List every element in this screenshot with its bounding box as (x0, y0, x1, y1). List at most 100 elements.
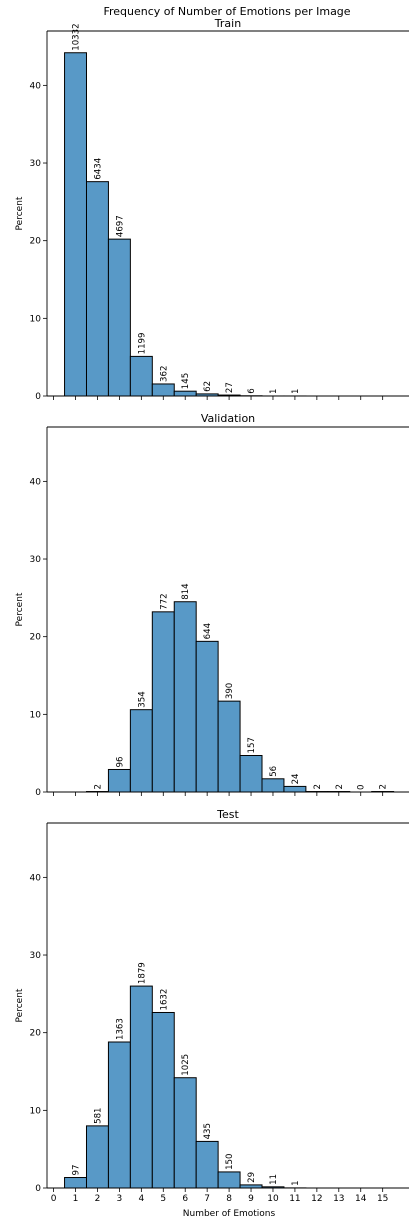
bar (151, 383, 175, 397)
bar (217, 700, 241, 793)
x-tick-label: 8 (226, 1194, 232, 1204)
bar (85, 1125, 109, 1189)
x-tick-label: 9 (248, 1194, 254, 1204)
bar (173, 601, 197, 793)
bar-value-label: 10332 (72, 23, 82, 50)
bar-value-label: 2 (379, 784, 389, 789)
y-tick-label: 10 (30, 710, 42, 720)
x-tick-label: 3 (117, 1194, 123, 1204)
bar (239, 1184, 263, 1189)
x-axis-label: Number of Emotions (183, 1209, 276, 1219)
y-tick-label: 20 (30, 237, 42, 247)
bar (283, 785, 307, 793)
chart-title: Train (214, 17, 241, 30)
bar-value-label: 1199 (137, 333, 147, 355)
bar-value-label: 56 (269, 766, 279, 777)
bar (261, 778, 285, 793)
x-tick-label: 15 (377, 1194, 388, 1204)
y-tick-label: 10 (30, 1106, 42, 1116)
bar (151, 1011, 175, 1189)
bar-value-label: 157 (247, 737, 257, 753)
bar (129, 985, 153, 1189)
bar-value-label: 6434 (93, 158, 103, 180)
y-tick-label: 0 (35, 392, 41, 402)
y-tick-label: 30 (30, 159, 42, 169)
y-axis-label: Percent (15, 196, 25, 230)
bar (173, 1077, 197, 1189)
bar-value-label: 644 (203, 623, 213, 639)
y-tick-label: 10 (30, 314, 42, 324)
y-axis-label: Percent (15, 988, 25, 1022)
bar (64, 52, 87, 397)
y-tick-label: 40 (30, 81, 42, 91)
bar (151, 611, 175, 793)
y-tick-label: 20 (30, 633, 42, 643)
bar (64, 1177, 87, 1189)
x-tick-label: 11 (289, 1194, 300, 1204)
x-tick-label: 0 (51, 1194, 57, 1204)
bar-value-label: 1 (291, 1180, 301, 1185)
bar-value-label: 150 (225, 1154, 235, 1170)
bar-value-label: 1879 (137, 962, 147, 984)
x-tick-label: 13 (333, 1194, 344, 1204)
bar-value-label: 1 (291, 389, 301, 394)
x-tick-label: 4 (138, 1194, 144, 1204)
bar-value-label: 435 (203, 1123, 213, 1139)
x-tick-label: 1 (73, 1194, 79, 1204)
chart-title: Test (216, 808, 239, 821)
bar-value-label: 354 (137, 691, 147, 707)
bar-value-label: 96 (115, 757, 125, 768)
bar-value-label: 24 (291, 773, 301, 784)
x-tick-label: 7 (204, 1194, 210, 1204)
bar (239, 755, 263, 793)
bar-value-label: 362 (159, 366, 169, 382)
bar-value-label: 29 (247, 1172, 257, 1183)
bar (107, 1041, 131, 1189)
bar-value-label: 6 (247, 388, 257, 393)
bar-value-label: 2 (313, 784, 323, 789)
bar (107, 238, 131, 397)
bar-value-label: 772 (159, 593, 169, 609)
bar-value-label: 814 (181, 583, 191, 599)
bar (217, 1171, 241, 1189)
bar (195, 640, 219, 793)
y-axis-label: Percent (15, 592, 25, 626)
bar (129, 355, 153, 397)
bar-value-label: 27 (225, 382, 235, 393)
x-tick-label: 10 (267, 1194, 279, 1204)
bar (173, 390, 197, 397)
figure-suptitle: Frequency of Number of Emotions per Imag… (103, 5, 350, 18)
bar-value-label: 4697 (115, 215, 125, 237)
y-tick-label: 20 (30, 1029, 42, 1039)
bar-value-label: 145 (181, 373, 191, 389)
bar-value-label: 1 (269, 389, 279, 394)
bar-value-label: 0 (357, 785, 367, 790)
bar-value-label: 390 (225, 683, 235, 699)
y-tick-label: 40 (30, 873, 42, 883)
bar (129, 709, 153, 793)
x-tick-label: 5 (160, 1194, 166, 1204)
bar-value-label: 2 (335, 784, 345, 789)
y-tick-label: 40 (30, 477, 42, 487)
y-tick-label: 30 (30, 951, 42, 961)
bar (107, 768, 131, 793)
y-tick-label: 30 (30, 555, 42, 565)
bar-value-label: 1632 (159, 989, 169, 1011)
y-tick-label: 0 (35, 1184, 41, 1194)
bar-value-label: 97 (72, 1165, 82, 1176)
x-tick-label: 14 (355, 1194, 367, 1204)
bar-value-label: 581 (93, 1107, 103, 1123)
x-tick-label: 2 (95, 1194, 101, 1204)
bar-value-label: 2 (93, 784, 103, 789)
bar-value-label: 1025 (181, 1054, 191, 1076)
bar-value-label: 11 (269, 1174, 279, 1185)
x-tick-label: 6 (182, 1194, 188, 1204)
x-tick-label: 12 (311, 1194, 322, 1204)
y-tick-label: 0 (35, 788, 41, 798)
bar (195, 1140, 219, 1189)
